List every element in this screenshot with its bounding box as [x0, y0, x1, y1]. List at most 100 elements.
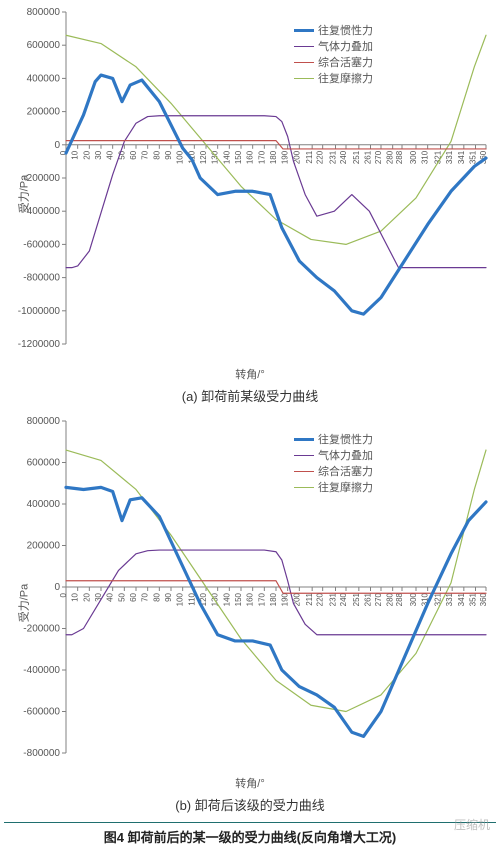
svg-text:20: 20: [82, 592, 91, 601]
svg-text:140: 140: [222, 592, 231, 606]
svg-text:280: 280: [386, 150, 395, 164]
svg-text:80: 80: [152, 150, 161, 159]
svg-text:280: 280: [386, 592, 395, 606]
svg-text:261: 261: [364, 592, 373, 606]
svg-text:30: 30: [94, 150, 103, 159]
svg-text:90: 90: [164, 592, 173, 601]
chart-b-caption: (b) 卸荷后该级的受力曲线: [4, 795, 496, 814]
legend-label: 往复惯性力: [318, 22, 373, 38]
legend-label: 往复惯性力: [318, 431, 373, 447]
chart-a-svg: -1200000-1000000-800000-600000-400000-20…: [4, 4, 496, 384]
svg-text:351: 351: [469, 592, 478, 606]
svg-text:331: 331: [445, 592, 454, 606]
svg-text:331: 331: [445, 150, 454, 164]
svg-text:170: 170: [257, 150, 266, 164]
svg-text:400000: 400000: [27, 499, 61, 510]
svg-text:270: 270: [374, 150, 383, 164]
svg-text:-800000: -800000: [23, 273, 60, 284]
legend-label: 综合活塞力: [318, 54, 373, 70]
legend-row: 往复惯性力: [294, 431, 373, 447]
y-axis-label: 受力/Pa: [15, 584, 31, 623]
svg-text:288: 288: [395, 150, 404, 164]
legend-row: 往复摩擦力: [294, 70, 373, 86]
svg-text:211: 211: [305, 150, 314, 163]
svg-text:-1000000: -1000000: [18, 306, 61, 317]
svg-text:310: 310: [421, 150, 430, 164]
svg-text:40: 40: [106, 592, 115, 601]
legend-swatch: [294, 62, 314, 63]
svg-text:800000: 800000: [27, 416, 61, 427]
svg-text:341: 341: [457, 592, 466, 606]
svg-text:30: 30: [94, 592, 103, 601]
svg-text:211: 211: [305, 592, 314, 605]
svg-text:190: 190: [281, 592, 290, 606]
svg-text:120: 120: [199, 150, 208, 164]
svg-text:90: 90: [164, 150, 173, 159]
svg-text:-600000: -600000: [23, 707, 60, 718]
svg-text:341: 341: [457, 150, 466, 164]
divider: [4, 822, 496, 823]
svg-text:300: 300: [409, 592, 418, 606]
legend: 往复惯性力气体力叠加综合活塞力往复摩擦力: [294, 22, 373, 86]
svg-text:0: 0: [54, 582, 60, 593]
chart-a: 受力/Pa -1200000-1000000-800000-600000-400…: [4, 4, 496, 384]
svg-text:70: 70: [141, 150, 150, 159]
svg-text:360: 360: [479, 592, 488, 606]
legend-swatch: [294, 46, 314, 47]
legend-swatch: [294, 29, 314, 32]
svg-text:351: 351: [469, 150, 478, 164]
svg-text:-1200000: -1200000: [18, 339, 61, 350]
svg-text:70: 70: [141, 592, 150, 601]
legend-swatch: [294, 471, 314, 472]
svg-text:0: 0: [59, 592, 68, 597]
legend-label: 气体力叠加: [318, 38, 373, 54]
svg-text:170: 170: [257, 592, 266, 606]
y-axis-label: 受力/Pa: [15, 175, 31, 214]
svg-text:300: 300: [409, 150, 418, 164]
svg-text:251: 251: [352, 150, 361, 164]
svg-text:10: 10: [71, 150, 80, 159]
svg-text:150: 150: [234, 592, 243, 606]
legend-row: 综合活塞力: [294, 54, 373, 70]
svg-text:190: 190: [281, 150, 290, 164]
svg-text:160: 160: [246, 592, 255, 606]
legend-label: 往复摩擦力: [318, 479, 373, 495]
svg-text:140: 140: [222, 150, 231, 164]
svg-text:600000: 600000: [27, 40, 61, 51]
chart-b: 受力/Pa -800000-600000-400000-200000020000…: [4, 413, 496, 793]
x-axis-label: 转角/°: [235, 366, 264, 382]
figure-caption: 图4 卸荷前后的某一级的受力曲线(反向角增大工况): [4, 827, 496, 846]
svg-text:160: 160: [246, 150, 255, 164]
legend-label: 往复摩擦力: [318, 70, 373, 86]
svg-text:-800000: -800000: [23, 748, 60, 759]
chart-b-svg: -800000-600000-400000-200000020000040000…: [4, 413, 496, 793]
svg-text:800000: 800000: [27, 7, 61, 18]
svg-text:150: 150: [234, 150, 243, 164]
svg-text:100: 100: [176, 592, 185, 606]
legend: 往复惯性力气体力叠加综合活塞力往复摩擦力: [294, 431, 373, 495]
legend-swatch: [294, 455, 314, 456]
svg-text:261: 261: [364, 150, 373, 164]
svg-text:400000: 400000: [27, 73, 61, 84]
svg-text:180: 180: [269, 592, 278, 606]
svg-text:200000: 200000: [27, 107, 61, 118]
svg-text:20: 20: [82, 150, 91, 159]
figure-page: { "figure_caption": "图4 卸荷前后的某一级的受力曲线(反向…: [0, 0, 500, 850]
legend-row: 往复惯性力: [294, 22, 373, 38]
legend-swatch: [294, 487, 314, 488]
svg-text:80: 80: [152, 592, 161, 601]
svg-text:200000: 200000: [27, 541, 61, 552]
svg-text:231: 231: [329, 150, 338, 164]
svg-text:288: 288: [395, 592, 404, 606]
svg-text:60: 60: [129, 150, 138, 159]
x-axis-label: 转角/°: [235, 775, 264, 791]
svg-text:231: 231: [329, 592, 338, 606]
legend-swatch: [294, 78, 314, 79]
svg-text:251: 251: [352, 592, 361, 606]
svg-text:321: 321: [434, 592, 443, 606]
svg-text:10: 10: [71, 592, 80, 601]
legend-row: 综合活塞力: [294, 463, 373, 479]
legend-label: 综合活塞力: [318, 463, 373, 479]
svg-text:40: 40: [106, 150, 115, 159]
svg-text:-400000: -400000: [23, 665, 60, 676]
